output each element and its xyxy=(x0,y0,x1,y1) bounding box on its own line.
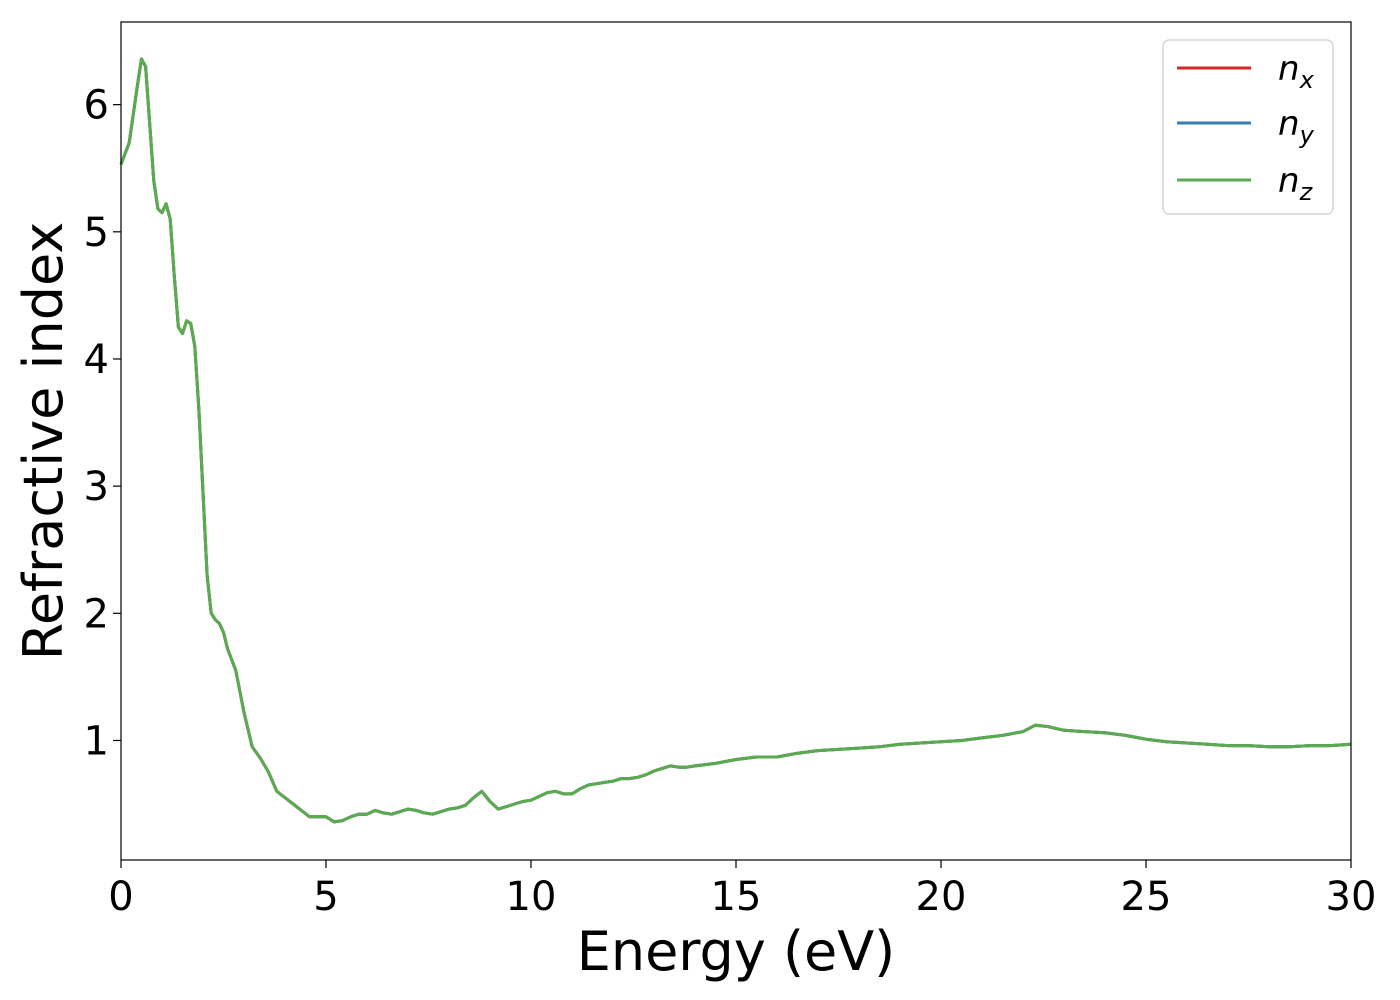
x-tick-label: 20 xyxy=(916,874,967,920)
y-axis-ticks: 1 2 3 4 5 6 xyxy=(84,83,121,764)
legend-label-nz: nz xyxy=(1278,161,1314,206)
y-tick-label: 5 xyxy=(84,210,109,256)
y-axis-label: Refractive index xyxy=(12,222,75,661)
y-tick-label: 6 xyxy=(84,83,109,129)
x-tick-label: 10 xyxy=(506,874,557,920)
legend-label-ny: ny xyxy=(1278,104,1315,149)
legend-box xyxy=(1162,39,1334,215)
legend-label-nx: nx xyxy=(1278,49,1315,94)
y-tick-label: 3 xyxy=(84,464,109,510)
x-tick-label: 30 xyxy=(1326,874,1377,920)
x-tick-label: 5 xyxy=(313,874,338,920)
x-tick-label: 0 xyxy=(108,874,133,920)
series-layer xyxy=(119,57,1352,824)
x-axis-ticks: 0 5 10 15 20 25 30 xyxy=(108,860,1376,920)
x-tick-label: 25 xyxy=(1121,874,1172,920)
plot-area xyxy=(121,22,1351,860)
x-tick-label: 15 xyxy=(711,874,762,920)
series-line-nz xyxy=(119,57,1352,824)
y-tick-label: 1 xyxy=(84,718,109,764)
y-tick-label: 2 xyxy=(84,591,109,637)
x-axis-label: Energy (eV) xyxy=(577,920,896,983)
legend: nx ny nz xyxy=(1162,39,1334,215)
y-tick-label: 4 xyxy=(84,337,109,383)
